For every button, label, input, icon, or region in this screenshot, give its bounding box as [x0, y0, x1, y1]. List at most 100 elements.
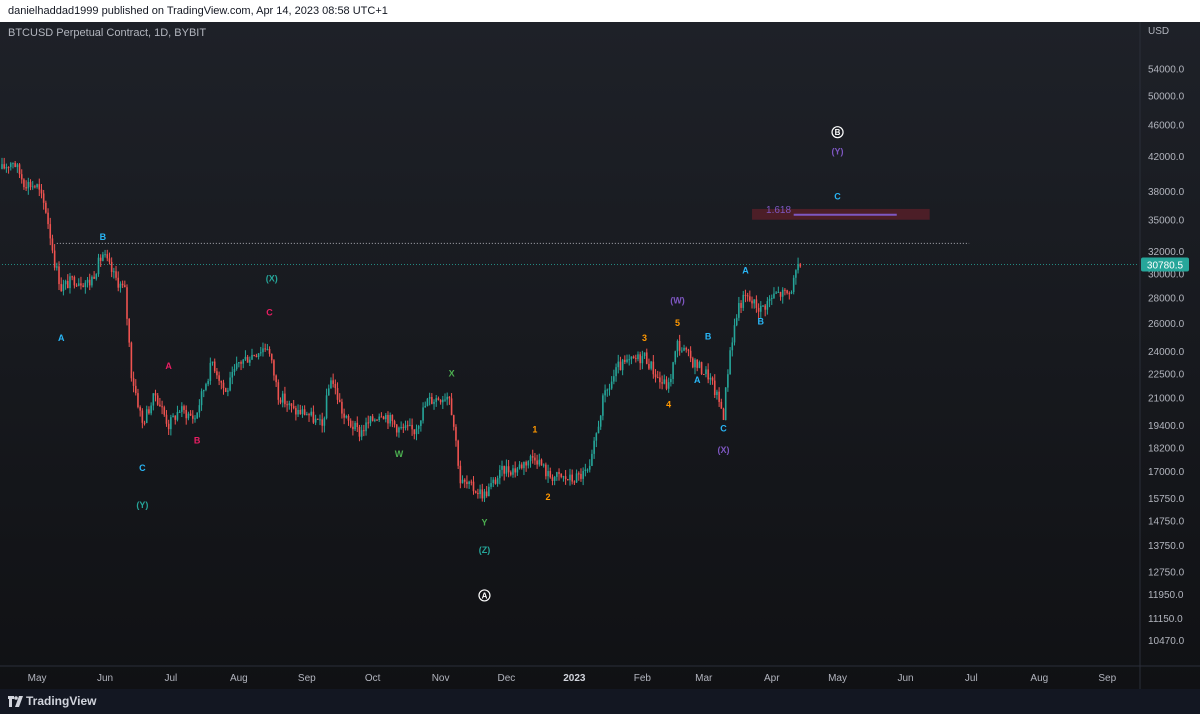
candle: [496, 475, 499, 487]
candle: [775, 291, 777, 294]
candle: [477, 488, 479, 499]
tradingview-logo-icon[interactable]: [8, 696, 24, 707]
candle: [459, 460, 462, 489]
candle-body: [619, 361, 622, 371]
candle-body: [661, 382, 663, 384]
candle: [216, 367, 218, 379]
candle: [312, 405, 315, 424]
candle: [391, 414, 394, 428]
candle: [40, 183, 43, 199]
candle: [602, 393, 604, 421]
candle-body: [106, 254, 109, 259]
time-tick-label: Sep: [298, 673, 316, 684]
candle-body: [338, 399, 341, 402]
candle-body: [191, 415, 194, 419]
candle: [341, 398, 343, 419]
candle: [479, 484, 481, 499]
candle: [316, 418, 319, 420]
candle: [58, 261, 60, 291]
candle: [426, 397, 429, 407]
candle: [325, 388, 328, 420]
candle: [595, 432, 598, 448]
candle: [354, 420, 356, 432]
candle: [159, 397, 161, 407]
candle: [683, 344, 685, 352]
candle-body: [281, 393, 284, 403]
price-chart[interactable]: 1.618 BAABCC(Y)(X)WXY(Z)12345(W)ABC(X)AB…: [0, 22, 1200, 689]
candle-body: [696, 359, 698, 368]
candle-body: [209, 362, 212, 381]
candle: [474, 490, 477, 494]
candle: [529, 454, 532, 468]
time-tick-label: Jul: [164, 673, 177, 684]
time-tick-label: Dec: [498, 673, 516, 684]
candle: [738, 296, 740, 321]
candle: [167, 419, 170, 436]
candle: [702, 373, 705, 376]
candle: [53, 244, 56, 271]
candle-body: [49, 224, 52, 239]
time-tick-label: May: [28, 673, 47, 684]
tradingview-brand[interactable]: TradingView: [26, 694, 97, 708]
candle: [788, 291, 791, 300]
candle-body: [240, 362, 242, 364]
candle-body: [220, 380, 223, 383]
candle: [80, 276, 82, 290]
candle: [279, 397, 282, 405]
candle: [545, 462, 547, 480]
candle-body: [534, 457, 536, 461]
candle: [624, 355, 626, 365]
candle-body: [672, 362, 674, 379]
candle: [29, 179, 32, 191]
candle-body: [556, 472, 558, 477]
candle: [233, 364, 236, 376]
candle-body: [58, 266, 60, 285]
candle-body: [277, 382, 280, 400]
candle-body: [297, 410, 299, 415]
candle-body: [724, 387, 727, 421]
candle-body: [290, 403, 293, 407]
candle: [183, 404, 185, 414]
candle: [687, 348, 690, 357]
candle-body: [757, 307, 760, 312]
candle-body: [749, 296, 751, 301]
candle-body: [713, 380, 716, 396]
candle-body: [575, 473, 578, 483]
candle-body: [211, 361, 214, 363]
candle: [88, 273, 91, 291]
candle: [656, 370, 659, 379]
candle: [334, 379, 337, 395]
candle-body: [378, 416, 381, 421]
candle: [542, 463, 545, 468]
candle: [645, 348, 648, 365]
price-tick-label: 38000.0: [1148, 187, 1185, 198]
candle: [472, 476, 475, 495]
candle-body: [163, 407, 166, 415]
candle: [564, 470, 567, 485]
candle-body: [312, 411, 315, 423]
candle-body: [461, 479, 464, 484]
candle: [716, 389, 718, 400]
candle: [343, 408, 345, 425]
candle: [91, 275, 93, 288]
candle-body: [117, 277, 120, 288]
candle: [422, 402, 424, 424]
candle-body: [639, 354, 641, 364]
candle: [792, 275, 795, 295]
candle: [178, 409, 181, 413]
candle: [242, 358, 245, 369]
candle-body: [415, 428, 418, 435]
candle-body: [334, 383, 337, 389]
candle-body: [284, 393, 286, 405]
candle-body: [141, 410, 144, 423]
candle: [45, 200, 47, 214]
chart-area[interactable]: 1.618 B A A B C C (Y) (X) W X Y (Z) 1 2 3 4 5 (W) A B C (X) A B…: [0, 22, 1200, 689]
candle-body: [82, 285, 84, 287]
candle: [597, 420, 600, 434]
wave-label: Y: [481, 517, 487, 527]
candle-body: [270, 353, 273, 361]
candle: [406, 420, 409, 431]
candle: [444, 393, 446, 402]
candle: [134, 379, 137, 396]
candle: [606, 388, 609, 397]
